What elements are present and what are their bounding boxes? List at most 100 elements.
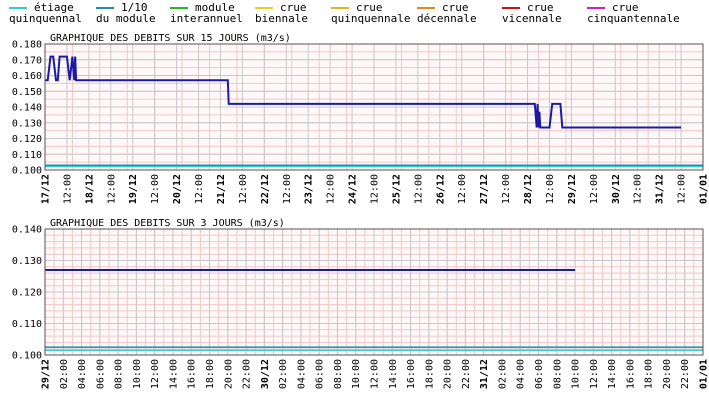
x-tick-label: 31/12 bbox=[479, 359, 490, 389]
x-tick-label: 20/12 bbox=[172, 174, 183, 204]
chart-title: GRAPHIQUE DES DEBITS SUR 15 JOURS (m3/s) bbox=[50, 33, 291, 44]
x-tick-label: 06:00 bbox=[315, 359, 326, 389]
x-tick-label: 14:00 bbox=[388, 359, 399, 389]
x-tick-label: 12:00 bbox=[413, 174, 424, 204]
x-tick-label: 04:00 bbox=[516, 359, 527, 389]
legend-label-line2: décennale bbox=[417, 12, 477, 25]
y-tick-label: 0.120 bbox=[12, 288, 42, 299]
x-tick-label: 18:00 bbox=[644, 359, 655, 389]
x-tick-label: 12:00 bbox=[545, 174, 556, 204]
x-tick-label: 30/12 bbox=[260, 359, 271, 389]
y-tick-label: 0.170 bbox=[12, 55, 42, 66]
x-tick-label: 02:00 bbox=[278, 359, 289, 389]
legend-label-line2: quinquennal bbox=[9, 12, 82, 25]
x-tick-label: 18/12 bbox=[84, 174, 95, 204]
legend-label-line2: du module bbox=[96, 12, 156, 25]
x-tick-label: 16:00 bbox=[187, 359, 198, 389]
legend-label-line1: crue bbox=[612, 1, 639, 14]
x-tick-label: 29/12 bbox=[567, 174, 578, 204]
x-tick-label: 23/12 bbox=[304, 174, 315, 204]
x-tick-label: 22/12 bbox=[260, 174, 271, 204]
x-tick-label: 01/01 bbox=[699, 174, 709, 204]
x-tick-label: 06:00 bbox=[95, 359, 106, 389]
legend-label-line1: 1/10 bbox=[121, 1, 148, 14]
x-tick-label: 10:00 bbox=[571, 359, 582, 389]
chart-3-days: GRAPHIQUE DES DEBITS SUR 3 JOURS (m3/s) 0… bbox=[12, 218, 709, 389]
chart-15-days: GRAPHIQUE DES DEBITS SUR 15 JOURS (m3/s)… bbox=[12, 33, 709, 204]
x-tick-label: 18:00 bbox=[424, 359, 435, 389]
x-tick-label: 12:00 bbox=[282, 174, 293, 204]
x-tick-label: 12:00 bbox=[589, 359, 600, 389]
x-tick-label: 12:00 bbox=[238, 174, 249, 204]
plot-frame bbox=[44, 43, 704, 171]
x-tick-label: 12:00 bbox=[589, 174, 600, 204]
x-tick-label: 12:00 bbox=[106, 174, 117, 204]
x-tick-label: 12:00 bbox=[326, 174, 337, 204]
y-tick-label: 0.140 bbox=[12, 103, 42, 114]
x-tick-label: 04:00 bbox=[296, 359, 307, 389]
legend-label-line1: module bbox=[195, 1, 235, 14]
legend-swatch bbox=[587, 7, 605, 9]
y-tick-label: 0.140 bbox=[12, 225, 42, 236]
x-tick-label: 08:00 bbox=[114, 359, 125, 389]
y-tick-label: 0.100 bbox=[12, 351, 42, 362]
x-tick-label: 14:00 bbox=[168, 359, 179, 389]
x-tick-label: 12:00 bbox=[677, 174, 688, 204]
legend-label-line1: crue bbox=[527, 1, 554, 14]
x-tick-label: 02:00 bbox=[59, 359, 70, 389]
legend-label-line2: quinquennale bbox=[331, 12, 411, 25]
x-tick-label: 12:00 bbox=[194, 174, 205, 204]
x-tick-label: 06:00 bbox=[534, 359, 545, 389]
x-tick-label: 04:00 bbox=[77, 359, 88, 389]
x-tick-label: 31/12 bbox=[655, 174, 666, 204]
x-tick-label: 10:00 bbox=[351, 359, 362, 389]
x-tick-label: 22:00 bbox=[461, 359, 472, 389]
x-tick-label: 24/12 bbox=[348, 174, 359, 204]
x-tick-label: 17/12 bbox=[41, 174, 52, 204]
x-tick-label: 08:00 bbox=[552, 359, 563, 389]
x-tick-label: 01/01 bbox=[699, 359, 709, 389]
x-tick-label: 16:00 bbox=[406, 359, 417, 389]
y-tick-label: 0.100 bbox=[12, 166, 42, 177]
legend-label-line2: biennale bbox=[255, 12, 308, 25]
x-tick-label: 12:00 bbox=[150, 359, 161, 389]
x-tick-label: 12:00 bbox=[62, 174, 73, 204]
x-tick-label: 20:00 bbox=[662, 359, 673, 389]
x-tick-label: 19/12 bbox=[128, 174, 139, 204]
y-tick-label: 0.110 bbox=[12, 150, 42, 161]
legend-swatch bbox=[502, 7, 520, 9]
y-tick-label: 0.150 bbox=[12, 87, 42, 98]
y-tick-label: 0.110 bbox=[12, 319, 42, 330]
x-tick-label: 12:00 bbox=[150, 174, 161, 204]
legend-swatch bbox=[255, 7, 273, 9]
legend-label-line2: interannuel bbox=[170, 12, 243, 25]
x-tick-label: 12:00 bbox=[370, 359, 381, 389]
y-tick-label: 0.130 bbox=[12, 256, 42, 267]
x-tick-label: 12:00 bbox=[370, 174, 381, 204]
x-tick-label: 16:00 bbox=[625, 359, 636, 389]
x-tick-label: 26/12 bbox=[435, 174, 446, 204]
x-tick-label: 08:00 bbox=[333, 359, 344, 389]
x-tick-label: 21/12 bbox=[216, 174, 227, 204]
x-tick-label: 10:00 bbox=[132, 359, 143, 389]
legend-label-line1: crue bbox=[442, 1, 469, 14]
legend-label-line1: crue bbox=[280, 1, 307, 14]
x-tick-label: 12:00 bbox=[501, 174, 512, 204]
legend-label-line1: crue bbox=[356, 1, 383, 14]
y-tick-label: 0.160 bbox=[12, 71, 42, 82]
x-tick-label: 12:00 bbox=[457, 174, 468, 204]
legend-label-line2: cinquantennale bbox=[587, 12, 680, 25]
legend-label-line1: étiage bbox=[34, 1, 74, 14]
x-tick-label: 30/12 bbox=[611, 174, 622, 204]
x-tick-label: 20:00 bbox=[443, 359, 454, 389]
legend-label-line2: vicennale bbox=[502, 12, 562, 25]
x-tick-label: 28/12 bbox=[523, 174, 534, 204]
legend-swatch bbox=[9, 7, 27, 9]
legend-swatch bbox=[417, 7, 435, 9]
chart-title: GRAPHIQUE DES DEBITS SUR 3 JOURS (m3/s) bbox=[50, 218, 285, 229]
legend: étiage quinquennal 1/10 du module module… bbox=[0, 0, 709, 30]
x-tick-label: 22:00 bbox=[242, 359, 253, 389]
x-tick-label: 02:00 bbox=[497, 359, 508, 389]
legend-swatch bbox=[170, 7, 188, 9]
